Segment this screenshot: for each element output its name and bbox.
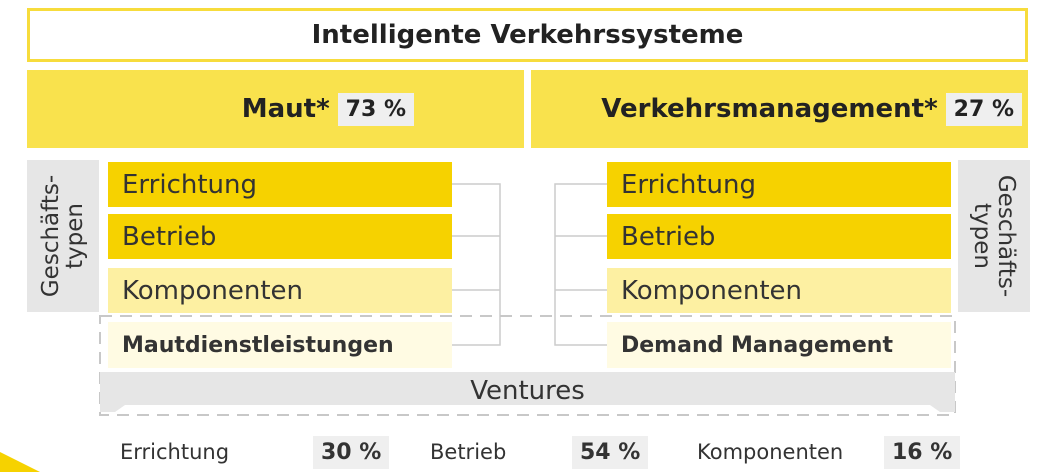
side-label: Geschäfts-	[993, 174, 1019, 298]
ventures: Ventures	[470, 376, 585, 406]
lines	[452, 183, 607, 346]
row: Errichtung	[607, 162, 951, 207]
row: Errichtung	[108, 162, 452, 207]
title: Intelligente Verkehrssysteme	[27, 8, 1028, 62]
row: Komponenten	[108, 268, 452, 313]
side-label: Geschäfts-	[38, 174, 64, 298]
side-label: typen	[969, 203, 995, 269]
side-tab: Geschäfts-typen	[27, 160, 99, 312]
ventures-bar	[100, 372, 955, 412]
row: Betrieb	[607, 214, 951, 259]
breakdown-label: Errichtung	[120, 440, 230, 464]
segment-label: Verkehrsmanagement*	[601, 94, 938, 124]
dashed-frame	[99, 315, 956, 416]
breakdown-label: Betrieb	[430, 440, 507, 464]
segment-label: Maut*	[241, 94, 330, 124]
breakdown-share: 54 %	[572, 435, 649, 469]
breakdown-share: 30 %	[313, 435, 390, 469]
segment-share: 27 %	[945, 92, 1022, 126]
segment-panel: Verkehrsmanagement* 27 %	[531, 70, 1028, 148]
segment-share: 73 %	[337, 92, 414, 126]
breakdown-share: 16 %	[884, 435, 961, 469]
row: Betrieb	[108, 214, 452, 259]
side-label: typen	[62, 203, 88, 269]
service: Demand Management	[607, 322, 951, 368]
breakdown-label: Komponenten	[697, 440, 844, 464]
side-tab: Geschäfts-typen	[958, 160, 1030, 312]
segment-panel: Maut* 73 %	[27, 70, 524, 148]
row: Komponenten	[607, 268, 951, 313]
service: Mautdienstleistungen	[108, 322, 452, 368]
corner	[0, 452, 40, 472]
